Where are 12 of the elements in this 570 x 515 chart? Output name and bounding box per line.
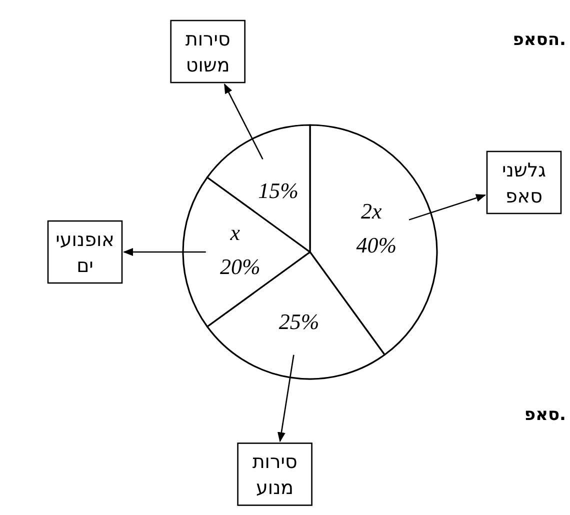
text: הסאפ. bbox=[512, 30, 566, 50]
slice-label: סירות מנוע bbox=[252, 451, 298, 500]
text: 2x bbox=[361, 198, 382, 224]
slice-label: גלשני סאפ bbox=[502, 159, 546, 208]
data-label: 40% bbox=[356, 232, 397, 258]
text: סאפ. bbox=[524, 405, 566, 425]
data-label: 20% bbox=[220, 254, 260, 279]
slice-label: סירות משוט bbox=[185, 28, 230, 77]
data-label: 25% bbox=[278, 308, 320, 334]
text: x bbox=[230, 220, 240, 245]
slice-label: אופנועי ים bbox=[56, 229, 114, 277]
data-label: 15% bbox=[258, 178, 298, 203]
